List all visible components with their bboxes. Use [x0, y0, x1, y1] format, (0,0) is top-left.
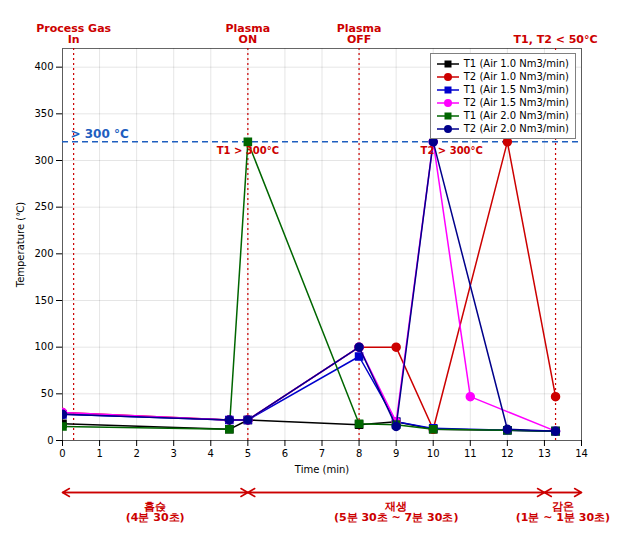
svg-text:2: 2 [133, 448, 139, 459]
svg-text:T1 > 300°C: T1 > 300°C [217, 145, 279, 156]
svg-text:3: 3 [171, 448, 177, 459]
svg-text:> 300 °C: > 300 °C [71, 127, 129, 141]
svg-text:1: 1 [96, 448, 102, 459]
svg-text:PlasmaON: PlasmaON [226, 22, 271, 46]
svg-text:100: 100 [34, 341, 53, 352]
html-text:T1 (Air 1.0 Nm3/min): T1 (Air 1.0 Nm3/min) [463, 58, 569, 69]
svg-text:12: 12 [501, 448, 514, 459]
svg-text:재생(5분 30초 ~ 7분 30초): 재생(5분 30초 ~ 7분 30초) [334, 500, 459, 524]
svg-text:150: 150 [34, 295, 53, 306]
svg-text:9: 9 [393, 448, 399, 459]
svg-text:14: 14 [575, 448, 588, 459]
html-text:T1 (Air 1.5 Nm3/min): T1 (Air 1.5 Nm3/min) [463, 84, 569, 95]
svg-text:흡슩(4분 30초): 흡슩(4분 30초) [126, 500, 185, 524]
html-text:T2 (Air 1.5 Nm3/min): T2 (Air 1.5 Nm3/min) [463, 97, 569, 108]
svg-text:PlasmaOFF: PlasmaOFF [337, 22, 382, 46]
svg-text:Time (min): Time (min) [294, 464, 349, 475]
svg-text:Process GasIn: Process GasIn [36, 22, 111, 46]
svg-text:8: 8 [356, 448, 362, 459]
svg-text:T1, T2 < 50°C: T1, T2 < 50°C [514, 33, 598, 46]
svg-text:13: 13 [538, 448, 551, 459]
svg-text:5: 5 [245, 448, 251, 459]
svg-text:0: 0 [47, 435, 53, 446]
svg-text:감온(1분 ~ 1분 30초): 감온(1분 ~ 1분 30초) [516, 500, 610, 524]
svg-text:200: 200 [34, 248, 53, 259]
svg-text:400: 400 [34, 61, 53, 72]
svg-text:11: 11 [464, 448, 477, 459]
html-text:T2 (Air 2.0 Nm3/min): T2 (Air 2.0 Nm3/min) [463, 123, 569, 134]
svg-text:250: 250 [34, 201, 53, 212]
svg-text:T2 > 300°C: T2 > 300°C [421, 145, 483, 156]
svg-text:Temperature (℃): Temperature (℃) [15, 202, 26, 289]
html-text:T1 (Air 2.0 Nm3/min): T1 (Air 2.0 Nm3/min) [463, 110, 569, 121]
svg-text:4: 4 [208, 448, 214, 459]
svg-text:50: 50 [41, 388, 54, 399]
html-text:T2 (Air 1.0 Nm3/min): T2 (Air 1.0 Nm3/min) [463, 71, 569, 82]
svg-text:10: 10 [427, 448, 440, 459]
svg-text:0: 0 [59, 448, 65, 459]
svg-text:6: 6 [282, 448, 288, 459]
svg-text:300: 300 [34, 155, 53, 166]
svg-text:7: 7 [319, 448, 325, 459]
svg-text:350: 350 [34, 108, 53, 119]
